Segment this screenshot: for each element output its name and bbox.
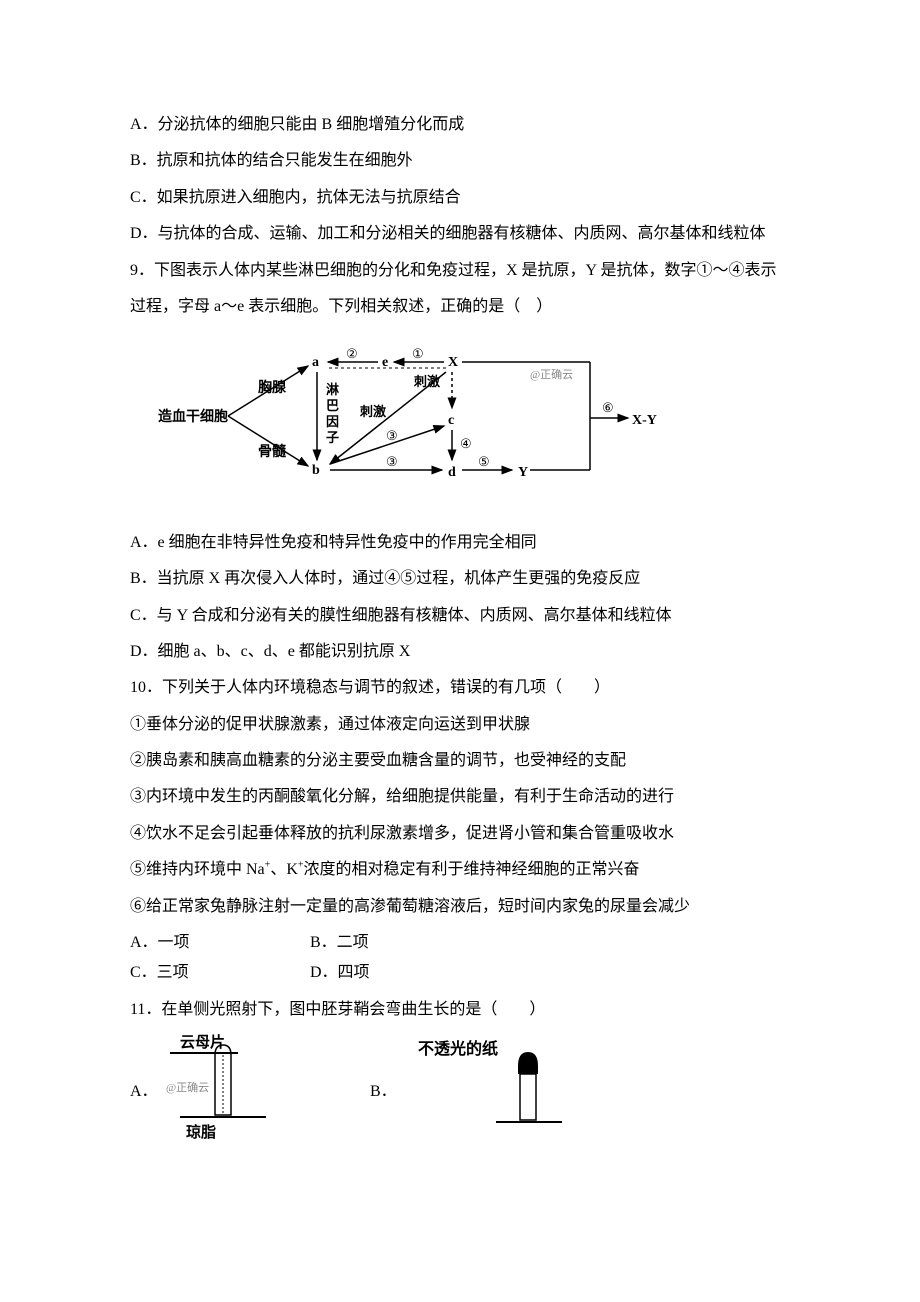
diagram-Y: Y bbox=[518, 465, 528, 480]
q9-option-d: D．细胞 a、b、c、d、e 都能识别抗原 X bbox=[130, 637, 805, 667]
q11-figure-a: 云母片 @正确云 琼脂 bbox=[160, 1031, 280, 1152]
diagram-n4: ④ bbox=[460, 436, 472, 451]
q10-s5-pre: ⑤维持内环境中 Na bbox=[130, 861, 265, 878]
figA-wm: @正确云 bbox=[166, 1081, 209, 1094]
figB-opaque: 不透光的纸 bbox=[418, 1039, 498, 1058]
diagram-marrow: 骨髓 bbox=[258, 443, 287, 460]
figA-agar: 琼脂 bbox=[186, 1123, 216, 1141]
diagram-thymus: 胸腺 bbox=[258, 379, 287, 396]
diagram-n3a: ③ bbox=[386, 428, 398, 443]
q8-option-b: B．抗原和抗体的结合只能发生在细胞外 bbox=[130, 146, 805, 176]
diagram-n1: ① bbox=[412, 346, 424, 361]
diagram-X: X bbox=[448, 355, 458, 370]
diagram-lymph-3: 因 bbox=[326, 414, 339, 429]
q8-option-c: C．如果抗原进入细胞内，抗体无法与抗原结合 bbox=[130, 183, 805, 213]
q10-option-c: C．三项 bbox=[130, 958, 310, 988]
q10-s5-post: 浓度的相对稳定有利于维持神经细胞的正常兴奋 bbox=[304, 861, 640, 878]
q11-option-a: A． bbox=[130, 1077, 160, 1107]
q9-stem-line2: 过程，字母 a～e 表示细胞。下列相关叙述，正确的是（ ） bbox=[130, 292, 805, 322]
diagram-b: b bbox=[312, 463, 320, 478]
q9-option-b: B．当抗原 X 再次侵入人体时，通过④⑤过程，机体产生更强的免疫反应 bbox=[130, 564, 805, 594]
q10-s5-mid: 、K bbox=[270, 861, 298, 878]
diagram-stim1: 刺激 bbox=[414, 374, 441, 389]
diagram-stim2: 刺激 bbox=[360, 404, 387, 419]
q11-figure-b: 不透光的纸 bbox=[400, 1036, 570, 1147]
figA-mica: 云母片 bbox=[180, 1033, 225, 1051]
q10-s6: ⑥给正常家兔静脉注射一定量的高渗葡萄糖溶液后，短时间内家兔的尿量会减少 bbox=[130, 892, 805, 922]
diagram-lymph-2: 巴 bbox=[326, 398, 339, 413]
diagram-c: c bbox=[448, 413, 454, 428]
diagram-n5: ⑤ bbox=[478, 454, 490, 469]
diagram-lymph-4: 子 bbox=[326, 430, 339, 445]
q9-diagram: 造血干细胞 胸腺 骨髓 a b 淋 巴 因 子 ② e ① X 刺激 刺激 c … bbox=[150, 336, 805, 507]
q9-option-c: C．与 Y 合成和分泌有关的膜性细胞器有核糖体、内质网、高尔基体和线粒体 bbox=[130, 601, 805, 631]
diagram-lymph-1: 淋 bbox=[326, 382, 339, 397]
q10-s3: ③内环境中发生的丙酮酸氧化分解，给细胞提供能量，有利于生命活动的进行 bbox=[130, 782, 805, 812]
q11-stem: 11．在单侧光照射下，图中胚芽鞘会弯曲生长的是（ ） bbox=[130, 995, 805, 1025]
diagram-XY: X-Y bbox=[632, 413, 657, 428]
diagram-d: d bbox=[448, 465, 456, 480]
q10-option-d: D．四项 bbox=[310, 958, 490, 988]
diagram-a: a bbox=[312, 355, 319, 370]
q9-stem-line1: 9．下图表示人体内某些淋巴细胞的分化和免疫过程，X 是抗原，Y 是抗体，数字①～… bbox=[130, 256, 805, 286]
q10-option-b: B．二项 bbox=[310, 928, 490, 958]
q10-s4: ④饮水不足会引起垂体释放的抗利尿激素增多，促进肾小管和集合管重吸收水 bbox=[130, 819, 805, 849]
q10-s1: ①垂体分泌的促甲状腺激素，通过体液定向运送到甲状腺 bbox=[130, 710, 805, 740]
diagram-n6: ⑥ bbox=[602, 400, 614, 415]
q11-option-b: B． bbox=[370, 1077, 400, 1107]
diagram-stem-label: 造血干细胞 bbox=[158, 408, 228, 425]
q9-option-a: A．e 细胞在非特异性免疫和特异性免疫中的作用完全相同 bbox=[130, 528, 805, 558]
q8-option-d: D．与抗体的合成、运输、加工和分泌相关的细胞器有核糖体、内质网、高尔基体和线粒体 bbox=[130, 219, 805, 249]
q8-option-a: A．分泌抗体的细胞只能由 B 细胞增殖分化而成 bbox=[130, 110, 805, 140]
q10-stem: 10．下列关于人体内环境稳态与调节的叙述，错误的有几项（ ） bbox=[130, 673, 805, 703]
q10-s5: ⑤维持内环境中 Na+、K+浓度的相对稳定有利于维持神经细胞的正常兴奋 bbox=[130, 855, 805, 885]
diagram-n3b: ③ bbox=[386, 454, 398, 469]
diagram-watermark: @正确云 bbox=[530, 368, 573, 381]
q10-s2: ②胰岛素和胰高血糖素的分泌主要受血糖含量的调节，也受神经的支配 bbox=[130, 746, 805, 776]
q10-option-a: A．一项 bbox=[130, 928, 310, 958]
diagram-n2: ② bbox=[346, 346, 358, 361]
